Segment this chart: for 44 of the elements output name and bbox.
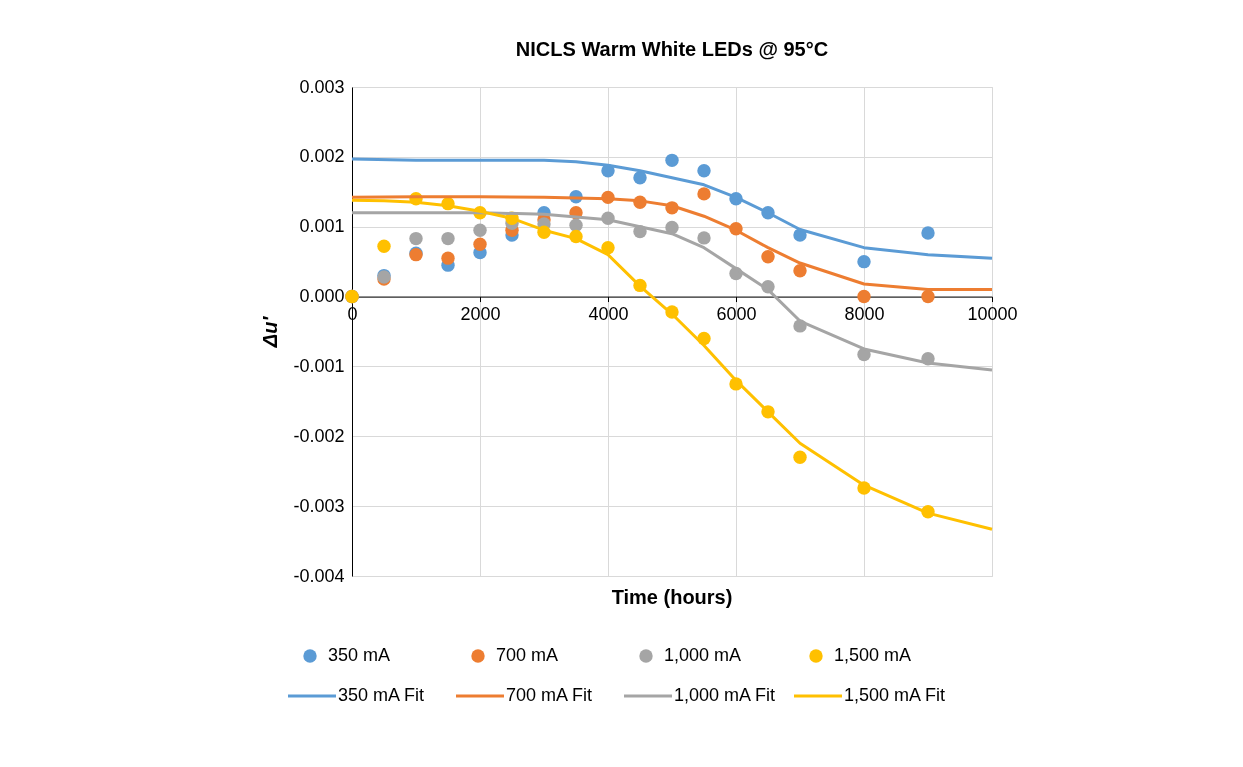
x-axis-title: Time (hours) xyxy=(611,586,733,608)
y-tick-label: 0.001 xyxy=(299,216,345,237)
y-tick-label: 0.002 xyxy=(299,146,345,167)
point xyxy=(665,153,679,168)
y-tick-label: -0.002 xyxy=(293,425,345,446)
point xyxy=(601,240,615,255)
chart-title: NICLS Warm White LEDs @ 95°C xyxy=(515,38,829,60)
legend-label: 1,500 mA xyxy=(834,645,912,665)
point xyxy=(761,250,775,264)
line-series xyxy=(350,157,994,260)
point xyxy=(473,237,487,251)
legend-label: 1,500 mA Fit xyxy=(844,685,946,705)
y-tick-label: -0.001 xyxy=(293,355,345,376)
y-tick-label: 0.000 xyxy=(299,286,345,307)
point xyxy=(697,187,711,201)
point xyxy=(697,164,711,178)
legend-label: 350 mA Fit xyxy=(338,685,425,705)
point xyxy=(921,226,935,240)
x-tick-label: 2000 xyxy=(460,304,501,325)
x-tick-label: 10000 xyxy=(967,304,1018,325)
x-tick-label: 4000 xyxy=(588,304,629,325)
point xyxy=(633,171,647,185)
legend-label: 350 mA xyxy=(328,645,391,665)
y-tick-label: 0.003 xyxy=(299,76,345,97)
x-tick-label: 6000 xyxy=(716,304,757,325)
point xyxy=(793,450,807,464)
y-axis-title: Δu′ xyxy=(259,315,282,349)
point xyxy=(409,231,423,246)
point xyxy=(441,231,455,246)
point xyxy=(473,223,487,237)
point xyxy=(377,239,391,253)
point xyxy=(857,289,871,304)
legend-label: 700 mA Fit xyxy=(506,685,593,705)
y-tick-label: -0.004 xyxy=(293,565,345,586)
point xyxy=(857,254,871,269)
y-tick-label: -0.003 xyxy=(293,495,345,516)
legend-label: 1,000 mA xyxy=(664,645,742,665)
legend-label: 700 mA xyxy=(496,645,559,665)
point xyxy=(697,231,711,245)
point xyxy=(793,264,807,278)
x-tick-label: 8000 xyxy=(844,304,885,325)
point xyxy=(921,289,935,304)
point xyxy=(441,251,455,265)
legend-label: 1,000 mA Fit xyxy=(674,685,776,705)
